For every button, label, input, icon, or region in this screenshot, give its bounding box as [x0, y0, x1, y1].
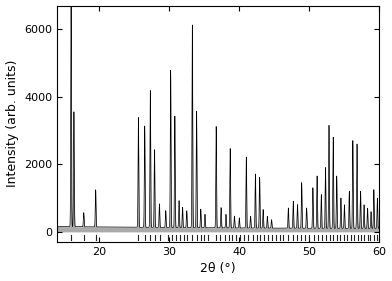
X-axis label: 2θ (°): 2θ (°): [200, 262, 236, 275]
Y-axis label: Intensity (arb. units): Intensity (arb. units): [5, 60, 18, 187]
